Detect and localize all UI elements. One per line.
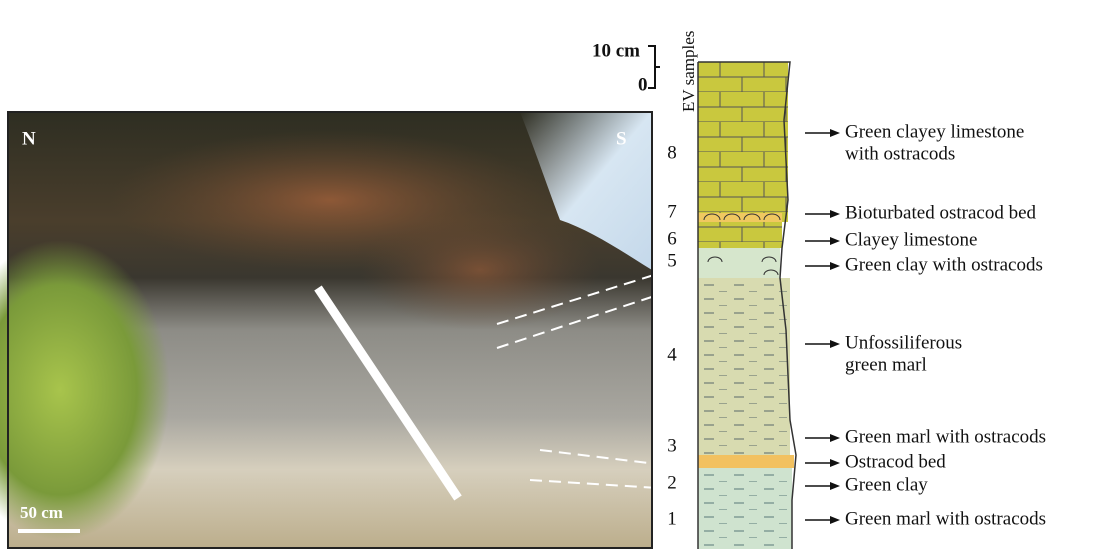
arrow-head	[830, 210, 840, 218]
arrow-head	[830, 434, 840, 442]
sample-number: 6	[667, 228, 677, 249]
samples-header: EV samples	[679, 31, 698, 112]
unit-label: Green clayey limestone	[845, 121, 1024, 142]
sample-number: 8	[667, 142, 677, 163]
unit-label: Unfossiliferous	[845, 332, 962, 353]
unit-label: Green marl with ostracods	[845, 426, 1046, 447]
sample-number: 1	[667, 508, 677, 529]
unit-label: Green clay with ostracods	[845, 254, 1043, 275]
arrow-head	[830, 262, 840, 270]
unit-label: with ostracods	[845, 143, 955, 164]
unit-label: Green marl with ostracods	[845, 508, 1046, 529]
unit-label: green marl	[845, 354, 927, 375]
sample-number: 2	[667, 472, 677, 493]
sample-number: 5	[667, 250, 677, 271]
sample-number: 4	[667, 344, 677, 365]
scale-bar-label: 50 cm	[20, 503, 63, 522]
arrow-head	[830, 237, 840, 245]
figure: N S 50 cm 10 cm 0 EV samples 1 2 3 4 56 7 8 Gr…	[0, 0, 1098, 549]
unit-label: Green clay	[845, 474, 928, 495]
arrow-head	[830, 459, 840, 467]
scale-zero: 0	[638, 74, 648, 95]
north-label: N	[22, 128, 36, 149]
unit-label: Clayey limestone	[845, 229, 977, 250]
south-label: S	[616, 128, 627, 149]
arrow-head	[830, 516, 840, 524]
arrow-head	[830, 340, 840, 348]
sample-number: 3	[667, 435, 677, 456]
arrow-head	[830, 129, 840, 137]
scale-top: 10 cm	[592, 40, 640, 61]
arrow-head	[830, 482, 840, 490]
unit-label: Ostracod bed	[845, 451, 946, 472]
sample-number: 7	[667, 201, 677, 222]
unit-label: Bioturbated ostracod bed	[845, 202, 1037, 223]
photo: N S 50 cm	[0, 112, 690, 548]
